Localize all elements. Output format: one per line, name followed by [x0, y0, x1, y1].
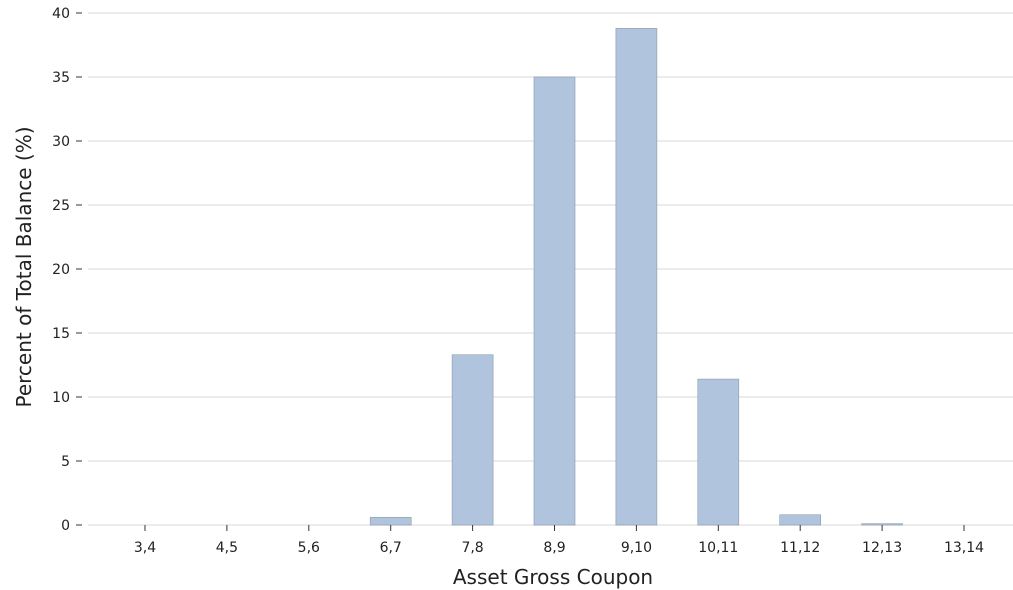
x-tick-label: 5,6 [298, 540, 320, 556]
y-axis-label: Percent of Total Balance (%) [12, 126, 36, 407]
x-tick-label: 11,12 [780, 540, 820, 556]
x-tick-label: 7,8 [461, 540, 483, 556]
x-axis-ticks: 3,4 4,5 5,6 6,7 7,8 8,9 9,10 10,11 11,12 12,13 13,… [134, 525, 984, 556]
bar-11-12 [779, 514, 822, 526]
bar-8-9 [533, 76, 576, 526]
y-tick-label: 40 [52, 6, 70, 22]
y-tick-label: 25 [52, 198, 70, 214]
x-tick-label: 12,13 [862, 540, 902, 556]
bar-6-7 [369, 517, 412, 526]
y-tick-label: 30 [52, 134, 70, 150]
y-tick-label: 35 [52, 70, 70, 86]
x-tick-label: 9,10 [621, 540, 652, 556]
y-tick-label: 20 [52, 262, 70, 278]
y-tick-label: 15 [52, 326, 70, 342]
bar-12-13 [861, 523, 903, 526]
y-tick-label: 0 [61, 518, 70, 534]
x-tick-label: 10,11 [698, 540, 738, 556]
bars [369, 28, 903, 526]
y-tick-label: 10 [52, 390, 70, 406]
x-tick-label: 3,4 [134, 540, 156, 556]
x-tick-label: 8,9 [543, 540, 565, 556]
x-tick-label: 6,7 [380, 540, 402, 556]
y-axis-ticks: 0 5 10 15 20 25 30 35 40 [52, 6, 82, 534]
bar-10-11 [697, 378, 740, 526]
bar-7-8 [451, 354, 494, 526]
x-tick-label: 13,14 [944, 540, 984, 556]
bar-9-10 [615, 28, 658, 526]
y-tick-label: 5 [61, 454, 70, 470]
x-axis-label: Asset Gross Coupon [453, 565, 653, 589]
x-tick-label: 4,5 [216, 540, 238, 556]
